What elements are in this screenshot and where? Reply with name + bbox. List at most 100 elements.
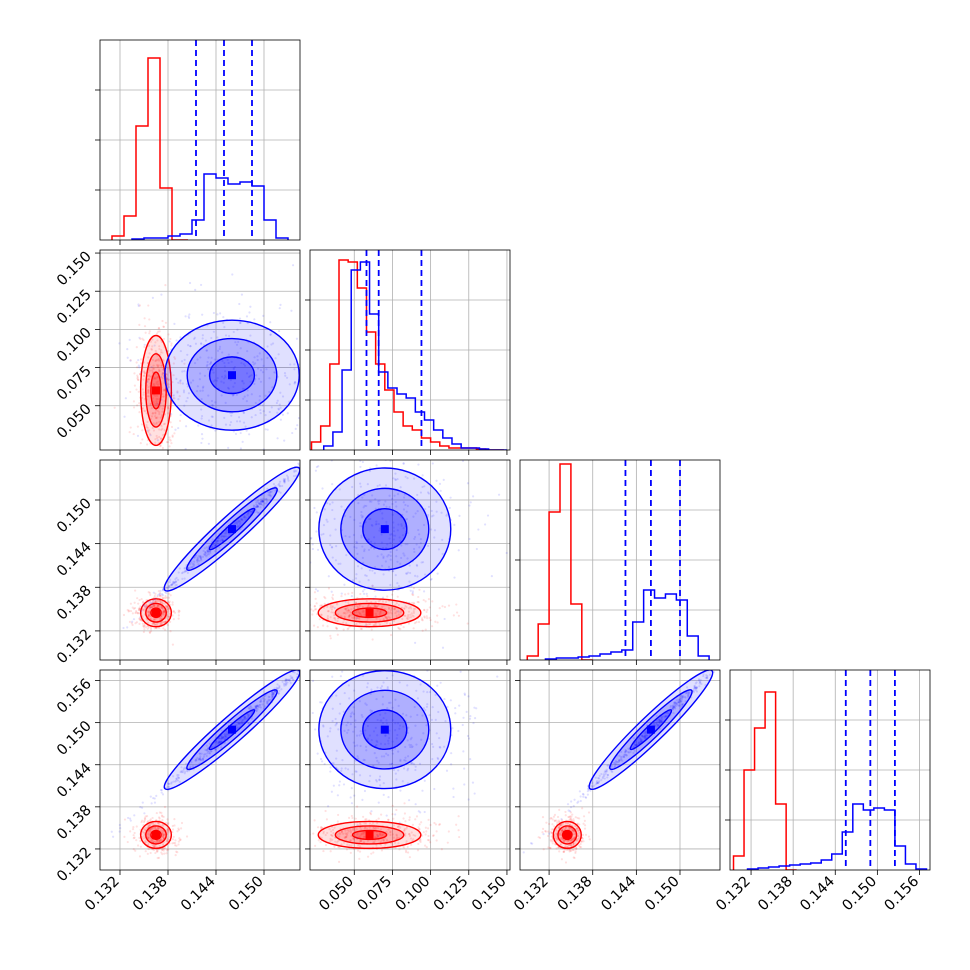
scatter-point [562, 850, 565, 853]
scatter-point [349, 613, 352, 616]
scatter-point [151, 839, 154, 842]
scatter-point [164, 604, 168, 608]
scatter-point [171, 582, 174, 585]
scatter-point [700, 682, 703, 686]
scatter-point [197, 563, 200, 566]
scatter-point [141, 614, 144, 617]
scatter-point [222, 321, 225, 325]
panel-frame [99, 249, 301, 451]
scatter-point [368, 826, 371, 829]
scatter-point [255, 510, 258, 513]
scatter-point [380, 813, 383, 816]
scatter-point [560, 824, 563, 827]
scatter-point [473, 792, 476, 795]
scatter-point [392, 526, 395, 529]
scatter-point [159, 599, 162, 603]
scatter-point [563, 828, 567, 831]
scatter-point [160, 814, 164, 817]
scatter-point [375, 739, 378, 742]
scatter-point [381, 703, 384, 706]
scatter-point [176, 775, 179, 779]
scatter-point [295, 474, 298, 477]
scatter-point [333, 617, 337, 620]
scatter-point [627, 751, 631, 754]
scatter-point [400, 523, 403, 526]
scatter-point [410, 607, 413, 610]
scatter-point [412, 607, 416, 611]
scatter-point [168, 612, 171, 615]
scatter-point [384, 484, 388, 487]
scatter-point [323, 508, 326, 511]
scatter-point [157, 856, 161, 859]
scatter-point [378, 484, 381, 487]
scatter-point [178, 780, 181, 783]
scatter-point [541, 831, 544, 834]
scatter-point [374, 600, 377, 604]
scatter-point [442, 662, 444, 664]
scatter-point [136, 612, 140, 615]
scatter-point [409, 745, 412, 749]
scatter-point [326, 615, 329, 618]
hist-series-1 [131, 173, 289, 240]
scatter-point [336, 820, 339, 823]
scatter-point [250, 717, 253, 720]
scatter-point [207, 356, 210, 359]
scatter-point [151, 338, 154, 341]
scatter-point [163, 620, 166, 624]
scatter-point [376, 833, 379, 836]
scatter-point [152, 429, 156, 432]
scatter-point [363, 493, 366, 496]
scatter-point [421, 485, 424, 489]
scatter-point [443, 745, 446, 748]
scatter-point [286, 681, 289, 684]
scatter-point [363, 588, 366, 591]
scatter-point [241, 719, 244, 722]
scatter-point [376, 821, 379, 825]
scatter-point [154, 394, 157, 397]
scatter-point [331, 719, 334, 723]
scatter-point [636, 738, 640, 741]
scatter-point [409, 715, 412, 718]
scatter-point [287, 479, 290, 482]
scatter-point [365, 818, 368, 821]
scatter-point [307, 835, 309, 837]
scatter-point [415, 689, 418, 692]
scatter-point [575, 847, 578, 850]
scatter-point [234, 432, 238, 436]
scatter-point [147, 356, 150, 359]
scatter-point [210, 415, 213, 418]
scatter-point [391, 813, 394, 816]
scatter-point [137, 358, 140, 362]
scatter-point [354, 770, 357, 773]
scatter-point [567, 815, 570, 819]
scatter-point [435, 479, 438, 482]
scatter-point [221, 359, 224, 363]
scatter-point [148, 591, 151, 594]
scatter-point [142, 338, 145, 342]
scatter-point [380, 719, 383, 722]
scatter-point [157, 840, 161, 844]
scatter-point [355, 540, 358, 543]
scatter-point [129, 602, 132, 605]
scatter-point [440, 848, 443, 851]
scatter-point [128, 620, 132, 623]
scatter-point [269, 698, 272, 702]
scatter-point [355, 546, 358, 550]
scatter-point [425, 845, 428, 849]
scatter-point [431, 742, 434, 746]
scatter-point [156, 363, 159, 367]
scatter-point [243, 514, 246, 518]
scatter-point [545, 821, 548, 824]
scatter-point [394, 772, 397, 775]
scatter-point [161, 377, 164, 380]
scatter-point [339, 562, 342, 565]
scatter-point [272, 482, 276, 486]
density-peak [563, 830, 572, 839]
scatter-point [155, 845, 158, 848]
scatter-point [550, 832, 554, 835]
scatter-point [206, 552, 209, 555]
scatter-point [243, 716, 246, 719]
scatter-point [350, 814, 353, 818]
scatter-point [311, 452, 313, 454]
scatter-point [350, 712, 353, 715]
